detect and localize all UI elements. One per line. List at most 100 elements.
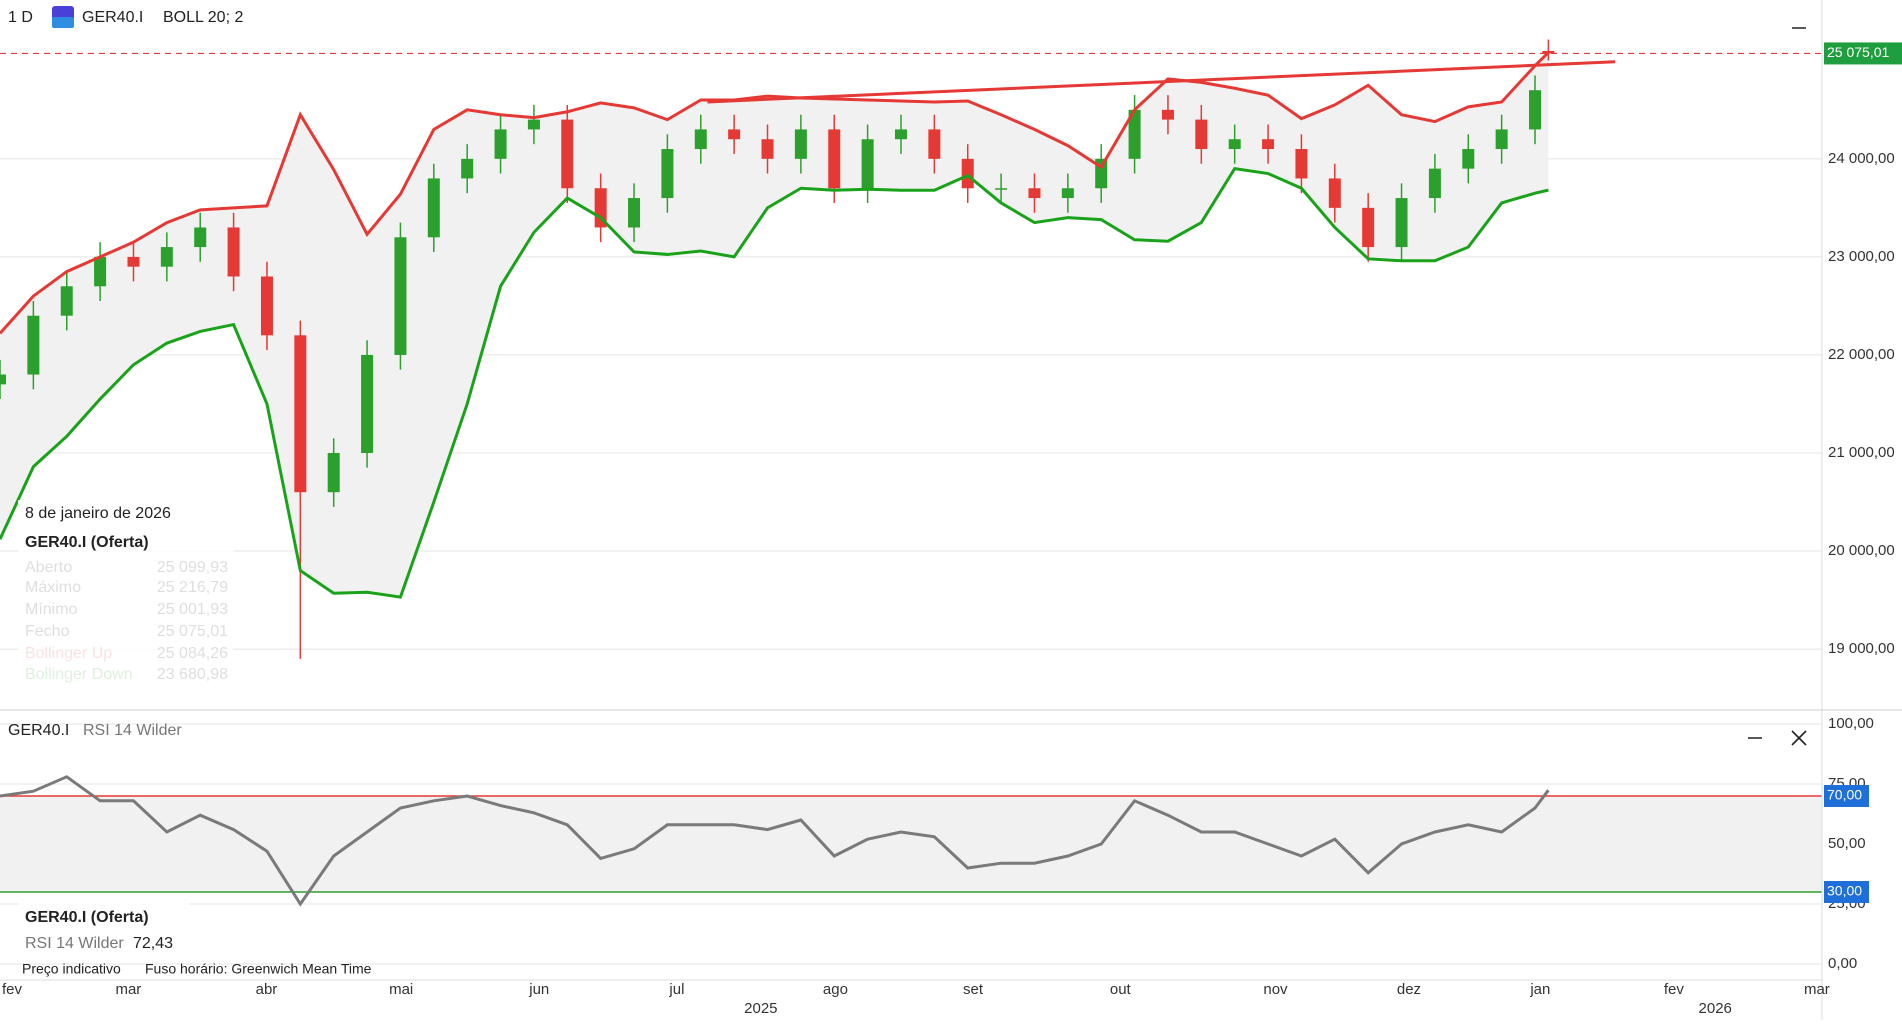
x-tick-label: jan bbox=[1529, 981, 1550, 998]
candle-body bbox=[1462, 149, 1475, 169]
x-tick-label: nov bbox=[1263, 981, 1288, 998]
rsi-level-box bbox=[1824, 785, 1869, 807]
rsi-level-label: 30,00 bbox=[1827, 883, 1862, 899]
y-tick-label: 100,00 bbox=[1828, 715, 1874, 732]
y-tick-label: 0,00 bbox=[1828, 955, 1857, 972]
candle-body bbox=[227, 227, 240, 277]
year-label: 2025 bbox=[744, 1000, 777, 1017]
x-tick-label: jul bbox=[668, 981, 684, 998]
year-label: 2026 bbox=[1699, 1000, 1732, 1017]
candle-body bbox=[1362, 207, 1375, 248]
candle-body bbox=[961, 158, 974, 189]
candle-body bbox=[260, 276, 273, 336]
symbol[interactable]: GER40.I bbox=[82, 9, 143, 26]
y-tick-label: 50,00 bbox=[1828, 835, 1866, 852]
last-price-box bbox=[1824, 42, 1902, 65]
candle-body bbox=[1428, 168, 1441, 199]
timeframe[interactable]: 1 D bbox=[8, 9, 33, 26]
x-tick-label: abr bbox=[256, 981, 278, 998]
x-tick-label: fev bbox=[2, 981, 23, 998]
candle-body bbox=[194, 227, 207, 248]
x-tick-label: dez bbox=[1397, 981, 1421, 998]
rsi-level-label: 70,00 bbox=[1827, 787, 1862, 803]
candle-body bbox=[894, 129, 907, 140]
candle-body bbox=[1128, 109, 1141, 159]
candle-body bbox=[694, 129, 707, 150]
indicator[interactable]: BOLL 20; 2 bbox=[163, 9, 243, 26]
y-tick-label: 21 000,00 bbox=[1828, 444, 1895, 461]
cfd-icon-lower bbox=[52, 17, 74, 28]
candle-body bbox=[1328, 178, 1341, 208]
close-button[interactable] bbox=[1791, 730, 1807, 746]
footer-timezone: Fuso horário: Greenwich Mean Time bbox=[145, 961, 372, 977]
bollinger-band-fill bbox=[0, 52, 1549, 598]
bollinger-line bbox=[0, 51, 1550, 335]
candle-body bbox=[494, 129, 507, 159]
rsi-legend-title: GER40.I (Oferta) bbox=[25, 909, 149, 926]
y-tick-label: 23 000,00 bbox=[1828, 248, 1895, 265]
candle-body bbox=[1395, 198, 1408, 248]
bollinger-line bbox=[0, 167, 1549, 599]
trend-line bbox=[707, 60, 1616, 104]
candle-body bbox=[361, 354, 374, 453]
candle-body bbox=[1529, 90, 1542, 130]
candle-body bbox=[794, 129, 807, 159]
candle-body bbox=[828, 129, 841, 189]
rsi-band-fill bbox=[0, 796, 1822, 892]
x-tick-label: mai bbox=[389, 981, 413, 998]
x-tick-label: fev bbox=[1664, 981, 1685, 998]
candle-body bbox=[1161, 109, 1174, 120]
candle-body bbox=[327, 452, 340, 493]
candle-body bbox=[1295, 149, 1308, 179]
candle-body bbox=[995, 188, 1008, 190]
candle-body bbox=[1028, 188, 1041, 199]
x-tick-label: set bbox=[963, 981, 984, 998]
candle-body bbox=[160, 247, 173, 267]
candle-body bbox=[594, 188, 607, 228]
x-tick-label: mar bbox=[115, 981, 141, 998]
candle-body bbox=[1195, 119, 1208, 150]
y-tick-label: 20 000,00 bbox=[1828, 542, 1895, 559]
rsi-title: GER40.I bbox=[8, 722, 69, 739]
x-tick-label: mar bbox=[1804, 981, 1830, 998]
candle-body bbox=[1061, 188, 1074, 199]
x-tick-label: ago bbox=[823, 981, 848, 998]
candle-body bbox=[394, 237, 407, 355]
candle-body bbox=[94, 256, 107, 287]
y-tick-label: 24 000,00 bbox=[1828, 150, 1895, 167]
candle-body bbox=[1542, 50, 1555, 54]
footer-note: Preço indicativo bbox=[22, 961, 121, 977]
candle-body bbox=[561, 119, 574, 189]
tooltip-title: GER40.I (Oferta) bbox=[25, 534, 149, 551]
x-tick-label: jun bbox=[528, 981, 549, 998]
candle-body bbox=[427, 178, 440, 238]
candle-body bbox=[861, 139, 874, 189]
tooltip-box bbox=[18, 500, 233, 690]
candle-body bbox=[527, 119, 540, 130]
candle-body bbox=[461, 158, 474, 179]
rsi-level-box bbox=[1824, 881, 1869, 903]
candle-body bbox=[294, 335, 307, 493]
candle-body bbox=[1495, 129, 1508, 150]
tooltip-date: 8 de janeiro de 2026 bbox=[25, 505, 171, 522]
candle-body bbox=[628, 198, 641, 228]
candle-body bbox=[127, 256, 140, 267]
candle-body bbox=[728, 129, 741, 140]
y-tick-label: 22 000,00 bbox=[1828, 346, 1895, 363]
candle-body bbox=[27, 315, 40, 375]
rsi-subtitle: RSI 14 Wilder bbox=[83, 722, 182, 739]
candle-body bbox=[0, 374, 6, 385]
candle-body bbox=[661, 149, 674, 199]
rsi-legend-box bbox=[18, 903, 190, 958]
candle-body bbox=[761, 139, 774, 159]
candle-body bbox=[60, 286, 73, 316]
candle-body bbox=[1262, 139, 1275, 150]
y-tick-label: 19 000,00 bbox=[1828, 640, 1895, 657]
candle-body bbox=[1228, 139, 1241, 150]
rsi-line bbox=[0, 775, 1550, 907]
rsi-legend-name: RSI 14 Wilder bbox=[25, 935, 124, 952]
rsi-legend-value: 72,43 bbox=[133, 935, 173, 952]
plot-layer bbox=[0, 39, 1822, 907]
